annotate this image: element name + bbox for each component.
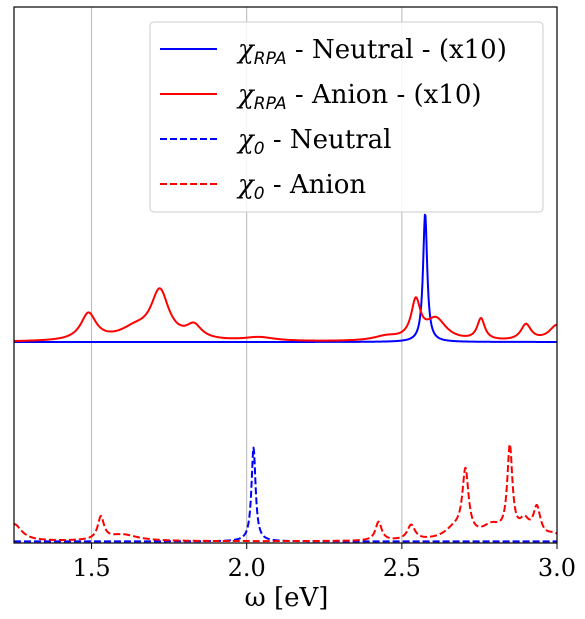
legend: χRPA - Neutral - (x10) χRPA - Anion - (x1… [149,21,544,213]
plot-area [13,213,558,543]
series-line [13,213,558,343]
legend-entry-label: χ0 - Neutral [236,125,391,159]
legend-box [149,21,544,213]
x-tick-label: 2.5 [383,554,421,582]
series-line [13,446,558,543]
series-line [13,287,558,342]
x-tick-label: 1.5 [72,554,110,582]
plot-frame [13,6,558,544]
legend-entry-label: χRPA - Neutral - (x10) [236,35,507,69]
x-tick-label: 2.0 [228,554,266,582]
legend-entry-label: χRPA - Anion - (x10) [236,80,482,114]
x-axis-ticks: 1.5 2.0 2.5 3.0 [72,543,576,582]
x-tick-label: 3.0 [538,554,576,582]
x-axis-label: ω [eV] [245,583,329,613]
series-line [13,443,558,543]
legend-entry-label: χ0 - Anion [236,170,366,204]
